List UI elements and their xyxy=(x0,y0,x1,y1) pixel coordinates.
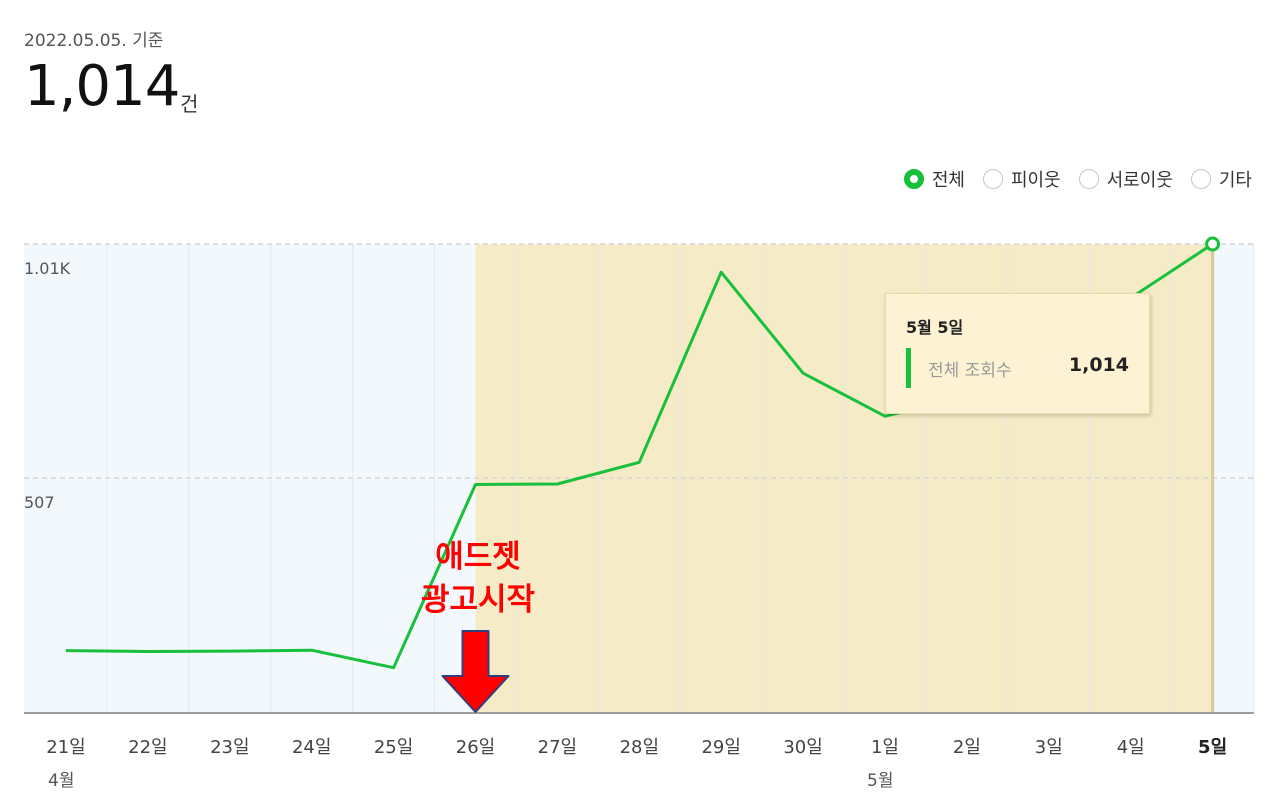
x-axis-tick-label: 26일 xyxy=(456,737,495,758)
filter-label: 기타 xyxy=(1218,170,1252,191)
x-axis-tick-label: 27일 xyxy=(538,737,577,758)
radio-icon[interactable] xyxy=(1190,169,1211,189)
x-axis-tick-label: 21일 xyxy=(46,737,85,758)
x-axis-tick-label: 28일 xyxy=(620,737,659,758)
y-axis-tick-label: 507 xyxy=(24,493,55,512)
count-unit: 건 xyxy=(180,92,199,116)
series-color-marker xyxy=(906,348,911,388)
reference-date: 2022.05.05. 기준 xyxy=(24,31,164,51)
x-axis-tick-label: 3일 xyxy=(1035,737,1063,758)
filter-all[interactable]: 전체 xyxy=(903,166,965,192)
x-axis-tick-label: 30일 xyxy=(783,737,822,758)
ad-start-annotation: 애드젯 광고시작 xyxy=(388,536,568,622)
x-axis-tick-label: 24일 xyxy=(292,737,331,758)
tooltip-value: 1,014 xyxy=(1068,354,1129,376)
down-arrow-icon xyxy=(441,630,510,713)
tooltip-series-label: 전체 조회수 xyxy=(928,361,1012,381)
series-filter: 전체 피이웃 서로이웃 기타 xyxy=(903,166,1252,192)
radio-icon[interactable] xyxy=(903,169,924,189)
x-axis-tick-label: 22일 xyxy=(128,737,167,758)
x-axis-tick-label: 5일 xyxy=(1198,737,1227,758)
selected-data-point xyxy=(1205,236,1221,252)
filter-mutual-neighbor[interactable]: 피이웃 xyxy=(982,166,1061,192)
filter-label: 서로이웃 xyxy=(1106,170,1173,191)
annotation-line-2: 광고시작 xyxy=(420,582,536,618)
annotation-line-1: 애드젯 xyxy=(435,539,521,575)
month-label: 4월 xyxy=(48,771,74,791)
month-label: 5월 xyxy=(867,771,893,791)
tooltip-date: 5월 5일 xyxy=(906,318,964,337)
radio-icon[interactable] xyxy=(982,169,1003,189)
x-axis-tick-label: 2일 xyxy=(953,737,981,758)
filter-neighbors[interactable]: 서로이웃 xyxy=(1078,166,1173,192)
filter-other[interactable]: 기타 xyxy=(1190,166,1252,192)
data-tooltip: 5월 5일 전체 조회수 1,014 xyxy=(885,293,1150,414)
filter-label: 피이웃 xyxy=(1010,170,1061,191)
x-axis-tick-label: 25일 xyxy=(374,737,413,758)
x-axis-tick-label: 1일 xyxy=(871,737,899,758)
y-axis-tick-label: 1.01K xyxy=(24,259,71,278)
total-count: 1,014 xyxy=(24,54,180,119)
filter-label: 전체 xyxy=(931,170,965,191)
x-axis-tick-label: 29일 xyxy=(701,737,740,758)
x-axis-tick-label: 4일 xyxy=(1117,737,1145,758)
radio-icon[interactable] xyxy=(1078,169,1099,189)
x-axis-tick-label: 23일 xyxy=(210,737,249,758)
